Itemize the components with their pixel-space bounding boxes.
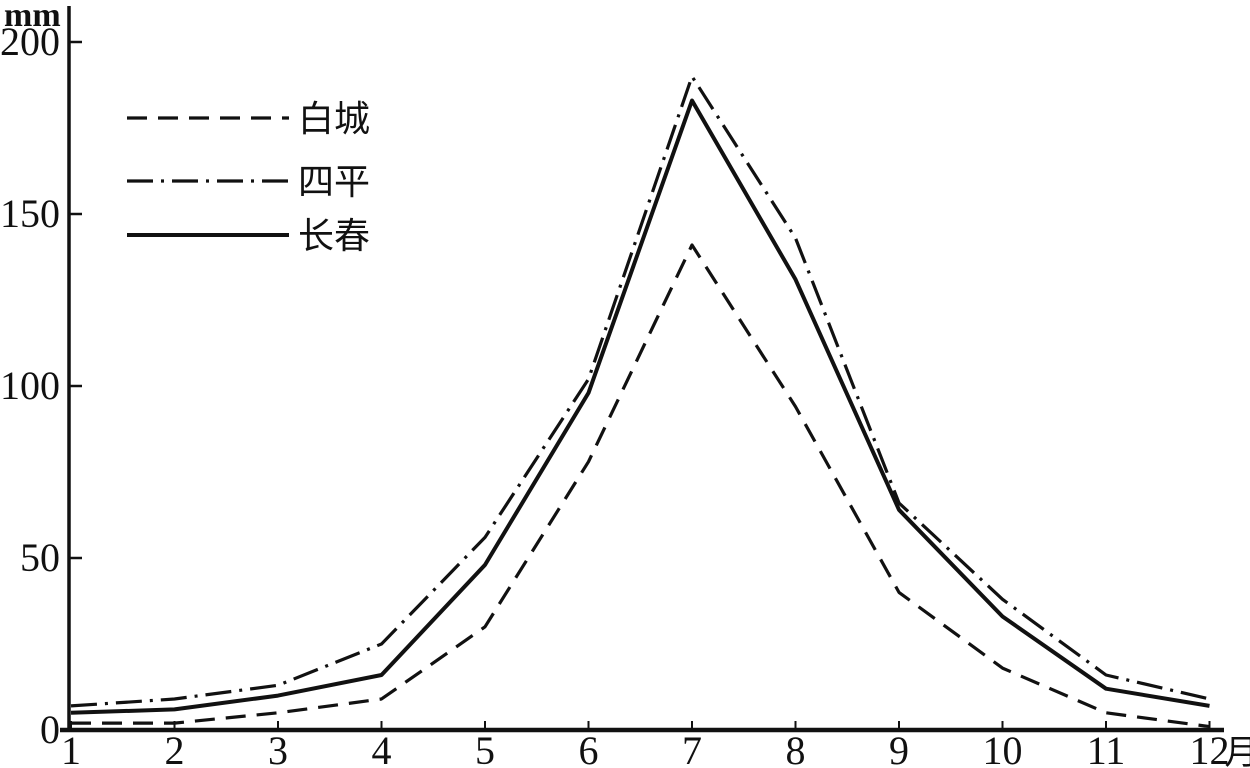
x-tick-label-2: 2 (165, 728, 185, 768)
x-tick-label-10: 10 (983, 728, 1023, 768)
x-tick-label-1: 1 (61, 728, 81, 768)
legend-label-baicheng: 白城 (298, 99, 370, 139)
x-tick-label-8: 8 (786, 728, 806, 768)
x-tick-label-11: 11 (1087, 728, 1126, 768)
legend-item-baicheng: 白城 (127, 99, 370, 139)
x-tick-label-4: 4 (372, 728, 392, 768)
y-axis: 0 50 100 150 200 (0, 6, 82, 752)
x-tick-label-3: 3 (268, 728, 288, 768)
y-tick-label-200: 200 (0, 19, 60, 64)
series-line-siping (70, 74, 1210, 708)
legend-item-changchun: 长春 (127, 216, 370, 256)
y-tick-label-150: 150 (0, 191, 60, 236)
x-axis: 1 2 3 4 5 6 7 8 9 10 11 12月 (60, 721, 1250, 768)
series-line-baicheng (71, 243, 1210, 729)
y-tick-label-100: 100 (0, 363, 60, 408)
x-axis-unit-label: 月 (1225, 735, 1250, 768)
x-tick-label-7: 7 (682, 728, 702, 768)
series-lines (70, 74, 1210, 729)
legend-item-siping: 四平 (127, 162, 370, 202)
legend-label-siping: 四平 (298, 162, 370, 202)
x-tick-label-5: 5 (475, 728, 495, 768)
y-tick-label-0: 0 (40, 707, 60, 752)
y-tick-label-50: 50 (20, 535, 60, 580)
x-tick-label-12: 12 (1190, 728, 1230, 768)
x-tick-label-6: 6 (579, 728, 599, 768)
series-line-changchun (70, 98, 1210, 715)
legend-label-changchun: 长春 (298, 216, 370, 256)
x-tick-label-9: 9 (889, 728, 909, 768)
y-axis-unit-label: mm (4, 0, 61, 34)
